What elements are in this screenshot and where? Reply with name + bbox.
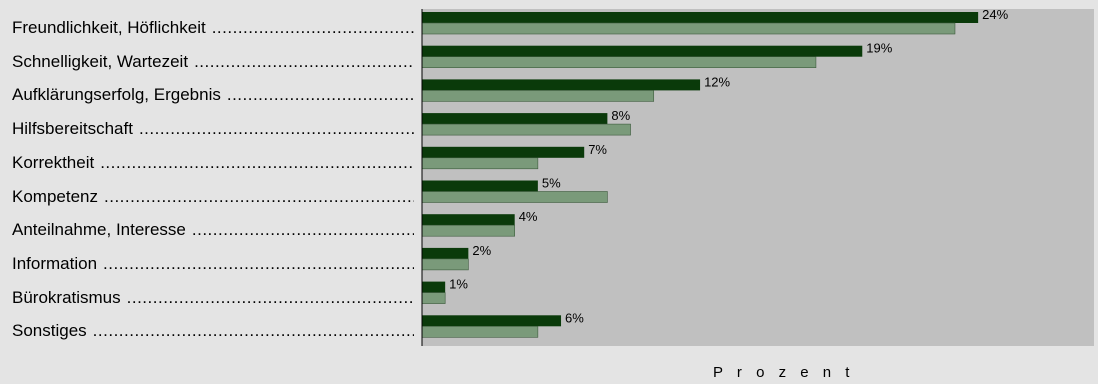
category-label: Freundlichkeit, Höflichkeit.............…: [12, 18, 414, 38]
bar-series-1: [422, 180, 538, 192]
category-label-text: Anteilnahme, Interesse: [12, 220, 186, 240]
bar-series-1: [422, 12, 979, 23]
category-label: Anteilnahme, Interesse..................…: [12, 220, 414, 240]
bar-series-2: [421, 325, 539, 338]
data-label: 24%: [982, 7, 1008, 22]
category-label-text: Sonstiges: [12, 321, 87, 341]
x-axis-title: P r o z e n t: [713, 364, 855, 381]
category-label: Sonstiges...............................…: [12, 321, 414, 341]
category-label-text: Kompetenz: [12, 186, 98, 206]
bar-series-1: [422, 45, 863, 57]
bar-series-2: [421, 22, 956, 35]
bar-series-2: [421, 90, 655, 102]
category-label-text: Freundlichkeit, Höflichkeit: [12, 18, 206, 37]
dot-leader: ........................................…: [100, 152, 414, 172]
bar-series-2: [421, 292, 446, 304]
data-label: 12%: [704, 74, 730, 89]
category-label-text: Hilfsbereitschaft: [12, 119, 133, 139]
dot-leader: ........................................…: [226, 85, 414, 105]
bar-series-1: [422, 113, 608, 125]
data-label: 4%: [519, 209, 538, 224]
dot-leader: ........................................…: [103, 253, 414, 273]
dot-leader: ........................................…: [92, 321, 414, 341]
data-label: 5%: [542, 176, 561, 191]
category-label: Bürokratismus...........................…: [12, 288, 414, 308]
dot-leader: ........................................…: [211, 18, 414, 37]
category-label: Aufklärungserfolg, Ergebnis.............…: [12, 85, 414, 105]
data-label: 7%: [588, 142, 607, 157]
bar-series-1: [422, 315, 562, 327]
data-label: 8%: [611, 108, 630, 123]
dot-leader: ........................................…: [194, 51, 414, 71]
category-label: Korrektheit.............................…: [12, 153, 414, 173]
category-label-text: Bürokratismus: [12, 287, 121, 307]
bar-series-1: [422, 146, 585, 158]
category-label-text: Information: [12, 253, 98, 273]
bar-series-2: [421, 157, 539, 170]
category-label: Schnelligkeit, Wartezeit................…: [12, 52, 414, 72]
bar-series-1: [422, 247, 469, 259]
bar-series-1: [422, 281, 446, 293]
dot-leader: ........................................…: [138, 119, 414, 139]
bar-series-2: [421, 56, 817, 69]
category-label-text: Korrektheit: [12, 152, 95, 172]
bar-series-2: [421, 191, 608, 203]
data-label: 1%: [449, 277, 468, 292]
bar-series-2: [421, 258, 469, 271]
category-label-text: Schnelligkeit, Wartezeit: [12, 51, 189, 71]
bar-series-1: [422, 214, 515, 226]
dot-leader: ........................................…: [191, 220, 414, 240]
data-label: 6%: [565, 310, 584, 325]
bar-series-1: [422, 79, 701, 91]
bar-series-2: [421, 224, 515, 237]
data-label: 19%: [866, 41, 892, 56]
data-label: 2%: [472, 243, 491, 258]
dot-leader: ........................................…: [126, 287, 414, 307]
category-label-text: Aufklärungserfolg, Ergebnis: [12, 85, 221, 105]
dot-leader: ........................................…: [104, 186, 414, 206]
category-label: Hilfsbereitschaft.......................…: [12, 119, 414, 139]
bar-series-2: [421, 123, 631, 136]
category-label: Information.............................…: [12, 254, 414, 274]
category-label: Kompetenz...............................…: [12, 187, 414, 207]
